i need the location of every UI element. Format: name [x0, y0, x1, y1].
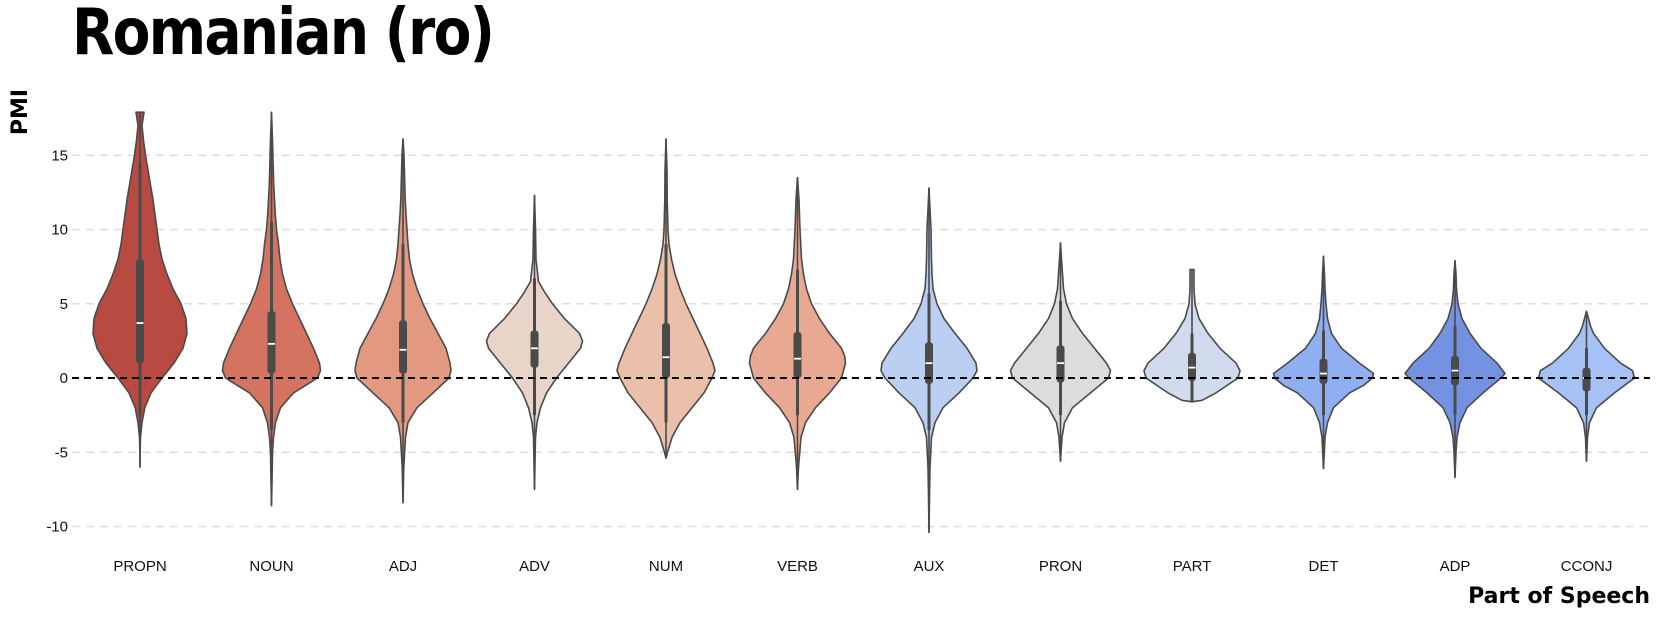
y-axis-label: PMI: [8, 89, 33, 135]
violin-iqr-box: [136, 259, 144, 364]
violin-num: [616, 138, 716, 460]
violin-adj: [354, 138, 452, 504]
x-tick-label: AUX: [914, 558, 945, 575]
violins: [92, 111, 1636, 534]
violin-det: [1272, 255, 1375, 470]
y-tick-label: 0: [60, 370, 68, 387]
violin-propn: [92, 111, 188, 468]
x-tick-label: ADP: [1440, 558, 1471, 575]
x-tick-label: PART: [1173, 558, 1212, 575]
violin-iqr-box: [662, 323, 670, 378]
y-tick-label: 10: [51, 222, 68, 239]
violin-iqr-box: [1319, 358, 1328, 384]
violin-iqr-box: [793, 331, 802, 378]
x-tick-label: PRON: [1039, 558, 1082, 575]
violin-noun: [221, 111, 322, 507]
tick-labels: -10 -5 0 5 10 15 PROPN NOUN ADJ ADV NUM VERB AUX PRON…: [46, 147, 1612, 575]
y-tick-label: -10: [46, 519, 68, 536]
x-tick-label: ADJ: [389, 558, 417, 575]
violin-aux: [880, 187, 978, 534]
x-tick-label: DET: [1309, 558, 1339, 575]
x-tick-label: VERB: [777, 558, 818, 575]
chart-title: Romanian (ro): [72, 0, 495, 70]
violin-verb: [748, 176, 847, 491]
x-tick-label: NOUN: [249, 558, 293, 575]
x-tick-label: CCONJ: [1561, 558, 1613, 575]
grid-lines: [72, 154, 1650, 528]
x-tick-label: PROPN: [113, 558, 166, 575]
violin-adp: [1404, 259, 1506, 479]
y-tick-label: 15: [51, 147, 68, 164]
violin-cconj: [1537, 310, 1636, 463]
violin-part: [1143, 268, 1241, 403]
violin-adv: [485, 194, 584, 491]
violin-iqr-box: [267, 311, 276, 374]
violin-pron: [1009, 242, 1112, 463]
violin-iqr-box: [1582, 367, 1591, 392]
y-tick-label: 5: [60, 296, 68, 313]
x-tick-label: NUM: [649, 558, 683, 575]
x-tick-label: ADV: [519, 558, 550, 575]
x-axis-label: Part of Speech: [1468, 584, 1650, 609]
violin-iqr-box: [399, 320, 407, 374]
y-tick-label: -5: [55, 444, 68, 461]
